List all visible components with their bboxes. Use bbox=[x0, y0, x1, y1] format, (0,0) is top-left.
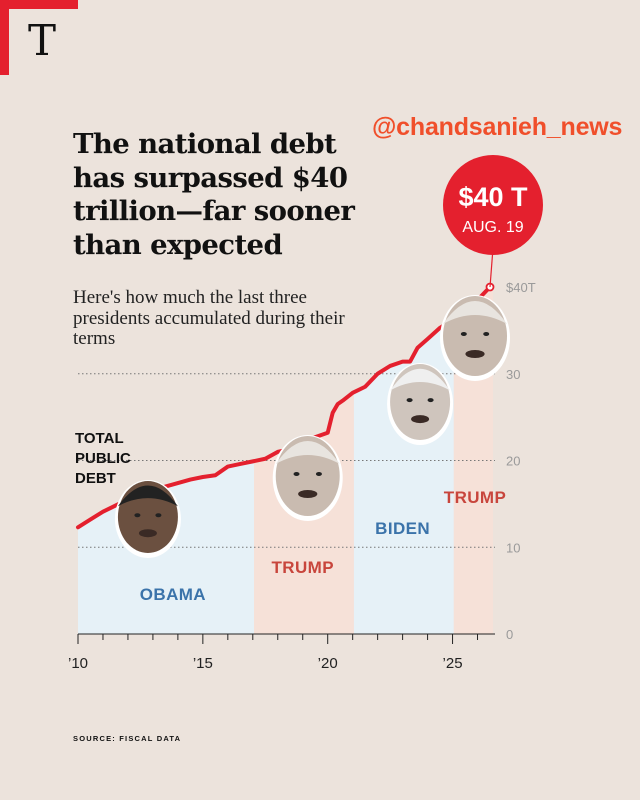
y-tick-label-10: 10 bbox=[506, 540, 520, 555]
portrait-hair bbox=[443, 301, 508, 324]
portrait-eye bbox=[483, 332, 490, 336]
term-label-3: TRUMP bbox=[444, 488, 506, 507]
portrait-mouth bbox=[465, 350, 485, 358]
term-label-1: TRUMP bbox=[272, 558, 334, 577]
portrait-eye bbox=[406, 398, 413, 403]
term-label-2: BIDEN bbox=[375, 519, 430, 538]
portrait-mouth bbox=[411, 415, 430, 424]
term-labels: OBAMA TRUMP BIDEN TRUMP bbox=[140, 488, 506, 604]
y-axis-label: TOTAL PUBLIC DEBT bbox=[75, 430, 131, 487]
y-tick-label-30: 30 bbox=[506, 367, 520, 382]
portrait-biden-2 bbox=[387, 363, 454, 445]
y-tick-label-40: $40T bbox=[506, 280, 536, 295]
brand-logo: T bbox=[28, 16, 57, 65]
headline: The national debt has surpassed $40 tril… bbox=[73, 128, 355, 261]
president-portraits bbox=[114, 295, 511, 558]
term-label-0: OBAMA bbox=[140, 585, 206, 604]
portrait-trump-3 bbox=[440, 295, 511, 381]
y-tick-label-20: 20 bbox=[506, 454, 520, 469]
portrait-eye bbox=[155, 513, 162, 518]
subheadline: Here's how much the last three president… bbox=[73, 287, 345, 349]
portrait-mouth bbox=[138, 529, 157, 538]
portrait-eye bbox=[134, 513, 141, 518]
x-tick-label-2: ’20 bbox=[318, 655, 338, 672]
x-tick-label-1: ’15 bbox=[193, 655, 213, 672]
callout-value: $40 T bbox=[458, 182, 528, 212]
brand-corner-bar-top bbox=[0, 0, 78, 9]
brand-corner-bar-left bbox=[0, 0, 9, 75]
y-tick-label-0: 0 bbox=[506, 627, 513, 642]
portrait-eye bbox=[427, 398, 434, 403]
portrait-hair bbox=[275, 441, 340, 464]
source-note: SOURCE: FISCAL DATA bbox=[73, 734, 182, 743]
watermark-handle: @chandsanieh_news bbox=[372, 113, 623, 141]
x-tick-label-0: ’10 bbox=[68, 655, 88, 672]
portrait-mouth bbox=[298, 490, 318, 498]
x-axis: ’10 ’15 ’20 ’25 bbox=[68, 633, 495, 672]
x-tick-label-3: ’25 bbox=[443, 655, 463, 672]
portrait-hair bbox=[117, 485, 178, 507]
term-fill-2 bbox=[353, 319, 454, 634]
portrait-hair bbox=[390, 368, 451, 391]
y-tick-labels: 0 10 20 30 $40T TOTAL PUBLIC DEBT bbox=[75, 280, 536, 642]
portrait-eye bbox=[293, 472, 300, 476]
portrait-obama-0 bbox=[114, 480, 181, 558]
callout-circle bbox=[443, 155, 543, 255]
portrait-eye bbox=[460, 332, 467, 336]
brand-corner-mark bbox=[0, 0, 80, 75]
callout: $40 T AUG. 19 bbox=[443, 155, 543, 288]
portrait-trump-1 bbox=[272, 435, 343, 521]
portrait-eye bbox=[315, 472, 322, 476]
callout-date: AUG. 19 bbox=[462, 219, 523, 236]
